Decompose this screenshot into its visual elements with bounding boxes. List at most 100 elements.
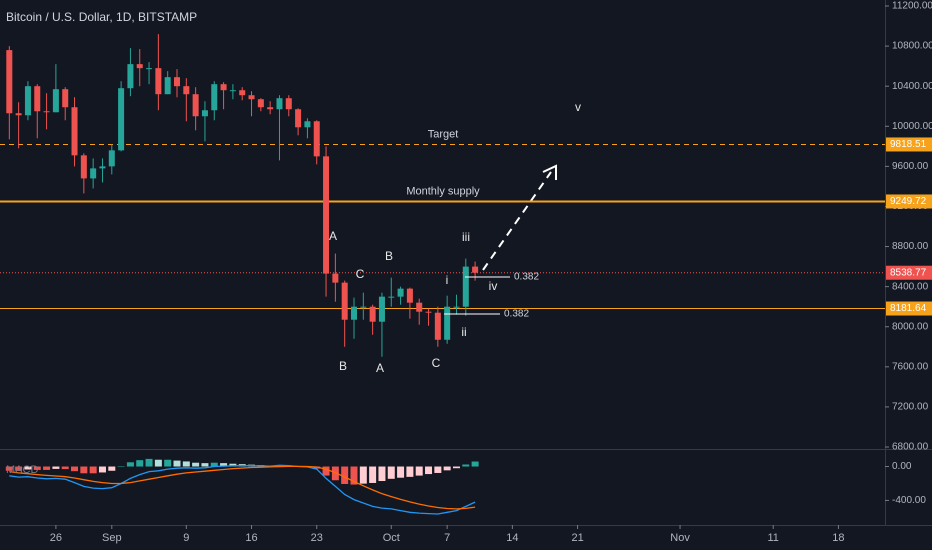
candle-body	[248, 95, 255, 100]
histogram-bar	[229, 463, 237, 467]
candle-body	[192, 94, 199, 117]
candle-body	[360, 306, 367, 308]
histogram-bar	[154, 459, 162, 467]
fib-label: 0.382	[514, 272, 539, 283]
wave-label: A	[376, 361, 384, 375]
wave-label: C	[356, 267, 365, 281]
macd-line	[9, 464, 476, 515]
x-tick-label: 14	[506, 532, 518, 544]
histogram-bar	[443, 466, 451, 471]
wave-label: A	[329, 229, 337, 243]
histogram-bar	[387, 466, 395, 479]
wave-label: B	[385, 249, 393, 263]
histogram-bar	[471, 461, 479, 467]
histogram-bar	[136, 460, 144, 467]
y-tick-label: -400.00	[892, 495, 926, 506]
y-tick-label: 6800.00	[892, 442, 929, 453]
level-name: Target	[428, 128, 459, 140]
histogram-bar	[80, 466, 88, 474]
candle-body	[6, 50, 13, 114]
wave-label: B	[339, 359, 347, 373]
histogram-bar	[117, 466, 125, 468]
histogram-bar	[126, 462, 134, 467]
candle-body	[99, 166, 106, 169]
level-name: Monthly supply	[406, 185, 480, 197]
y-tick-label: 11200.00	[892, 1, 932, 12]
histogram-bar	[406, 466, 414, 477]
histogram-bar	[182, 461, 190, 467]
candle-body	[239, 90, 246, 96]
y-tick-label: 8800.00	[892, 241, 929, 252]
wave-label: ii	[461, 325, 466, 339]
candle-body	[62, 89, 69, 108]
histogram-bar	[220, 463, 228, 467]
histogram-bar	[5, 466, 13, 471]
candle-body	[276, 98, 283, 110]
y-tick-label: 7600.00	[892, 361, 929, 372]
histogram-bar	[210, 462, 218, 467]
candle-body	[15, 113, 22, 116]
candle-body	[267, 107, 274, 110]
candle-body	[351, 306, 357, 320]
x-tick-label: 16	[245, 532, 257, 544]
candle-body	[43, 111, 50, 113]
candle-body	[388, 296, 395, 298]
histogram-bar	[24, 466, 32, 470]
signal-line	[9, 465, 476, 510]
candle-body	[229, 90, 236, 92]
histogram-bar	[145, 458, 153, 467]
candle-body	[285, 98, 292, 110]
candle-body	[406, 288, 413, 303]
histogram-bar	[61, 466, 69, 470]
candle-body	[146, 68, 153, 70]
candle-body	[211, 84, 218, 111]
histogram-bar	[462, 464, 470, 467]
y-tick-label: 8000.00	[892, 321, 929, 332]
candle-body	[378, 296, 385, 322]
candle-body	[220, 84, 227, 91]
histogram-bar	[89, 466, 97, 474]
candle-body	[183, 86, 190, 95]
x-tick-label: 26	[50, 532, 62, 544]
y-tick-label: 8400.00	[892, 281, 929, 292]
histogram-bar	[434, 466, 442, 473]
arrow-head	[542, 164, 557, 180]
histogram-bar	[359, 466, 367, 484]
last-price-label: 8538.77	[890, 267, 927, 278]
candle-body	[155, 68, 162, 95]
candle-body	[369, 306, 376, 322]
histogram-bar	[52, 466, 60, 469]
histogram-bar	[452, 466, 460, 469]
candle-body	[201, 110, 208, 117]
candle-body	[341, 282, 348, 320]
candle-body	[444, 306, 451, 340]
candle-body	[434, 312, 441, 340]
candle-body	[472, 266, 479, 273]
wave-label: v	[575, 100, 581, 114]
candle-body	[323, 156, 330, 274]
histogram-bar	[378, 466, 386, 482]
candle-body	[24, 86, 31, 116]
x-tick-label: Nov	[670, 532, 690, 544]
candle-body	[313, 121, 320, 157]
y-tick-label: 10000.00	[892, 121, 932, 132]
level-price-box	[886, 301, 932, 316]
x-tick-label: 11	[767, 532, 778, 544]
x-tick-label: 23	[311, 532, 323, 544]
y-tick-label: 7200.00	[892, 402, 929, 413]
candle-body	[136, 64, 143, 69]
fib-label: 0.382	[504, 309, 529, 320]
level-price-box	[886, 137, 932, 152]
y-tick-label: 10400.00	[892, 81, 932, 92]
candle-body	[71, 107, 78, 156]
last-price-box	[886, 265, 932, 280]
histogram-bar	[15, 466, 23, 471]
candle-body	[127, 64, 134, 89]
histogram-bar	[71, 466, 79, 472]
candle-body	[304, 121, 311, 128]
histogram-bar	[43, 466, 51, 470]
histogram-bar	[322, 466, 330, 476]
x-tick-label: Sep	[102, 532, 122, 544]
candle-body	[34, 86, 41, 112]
